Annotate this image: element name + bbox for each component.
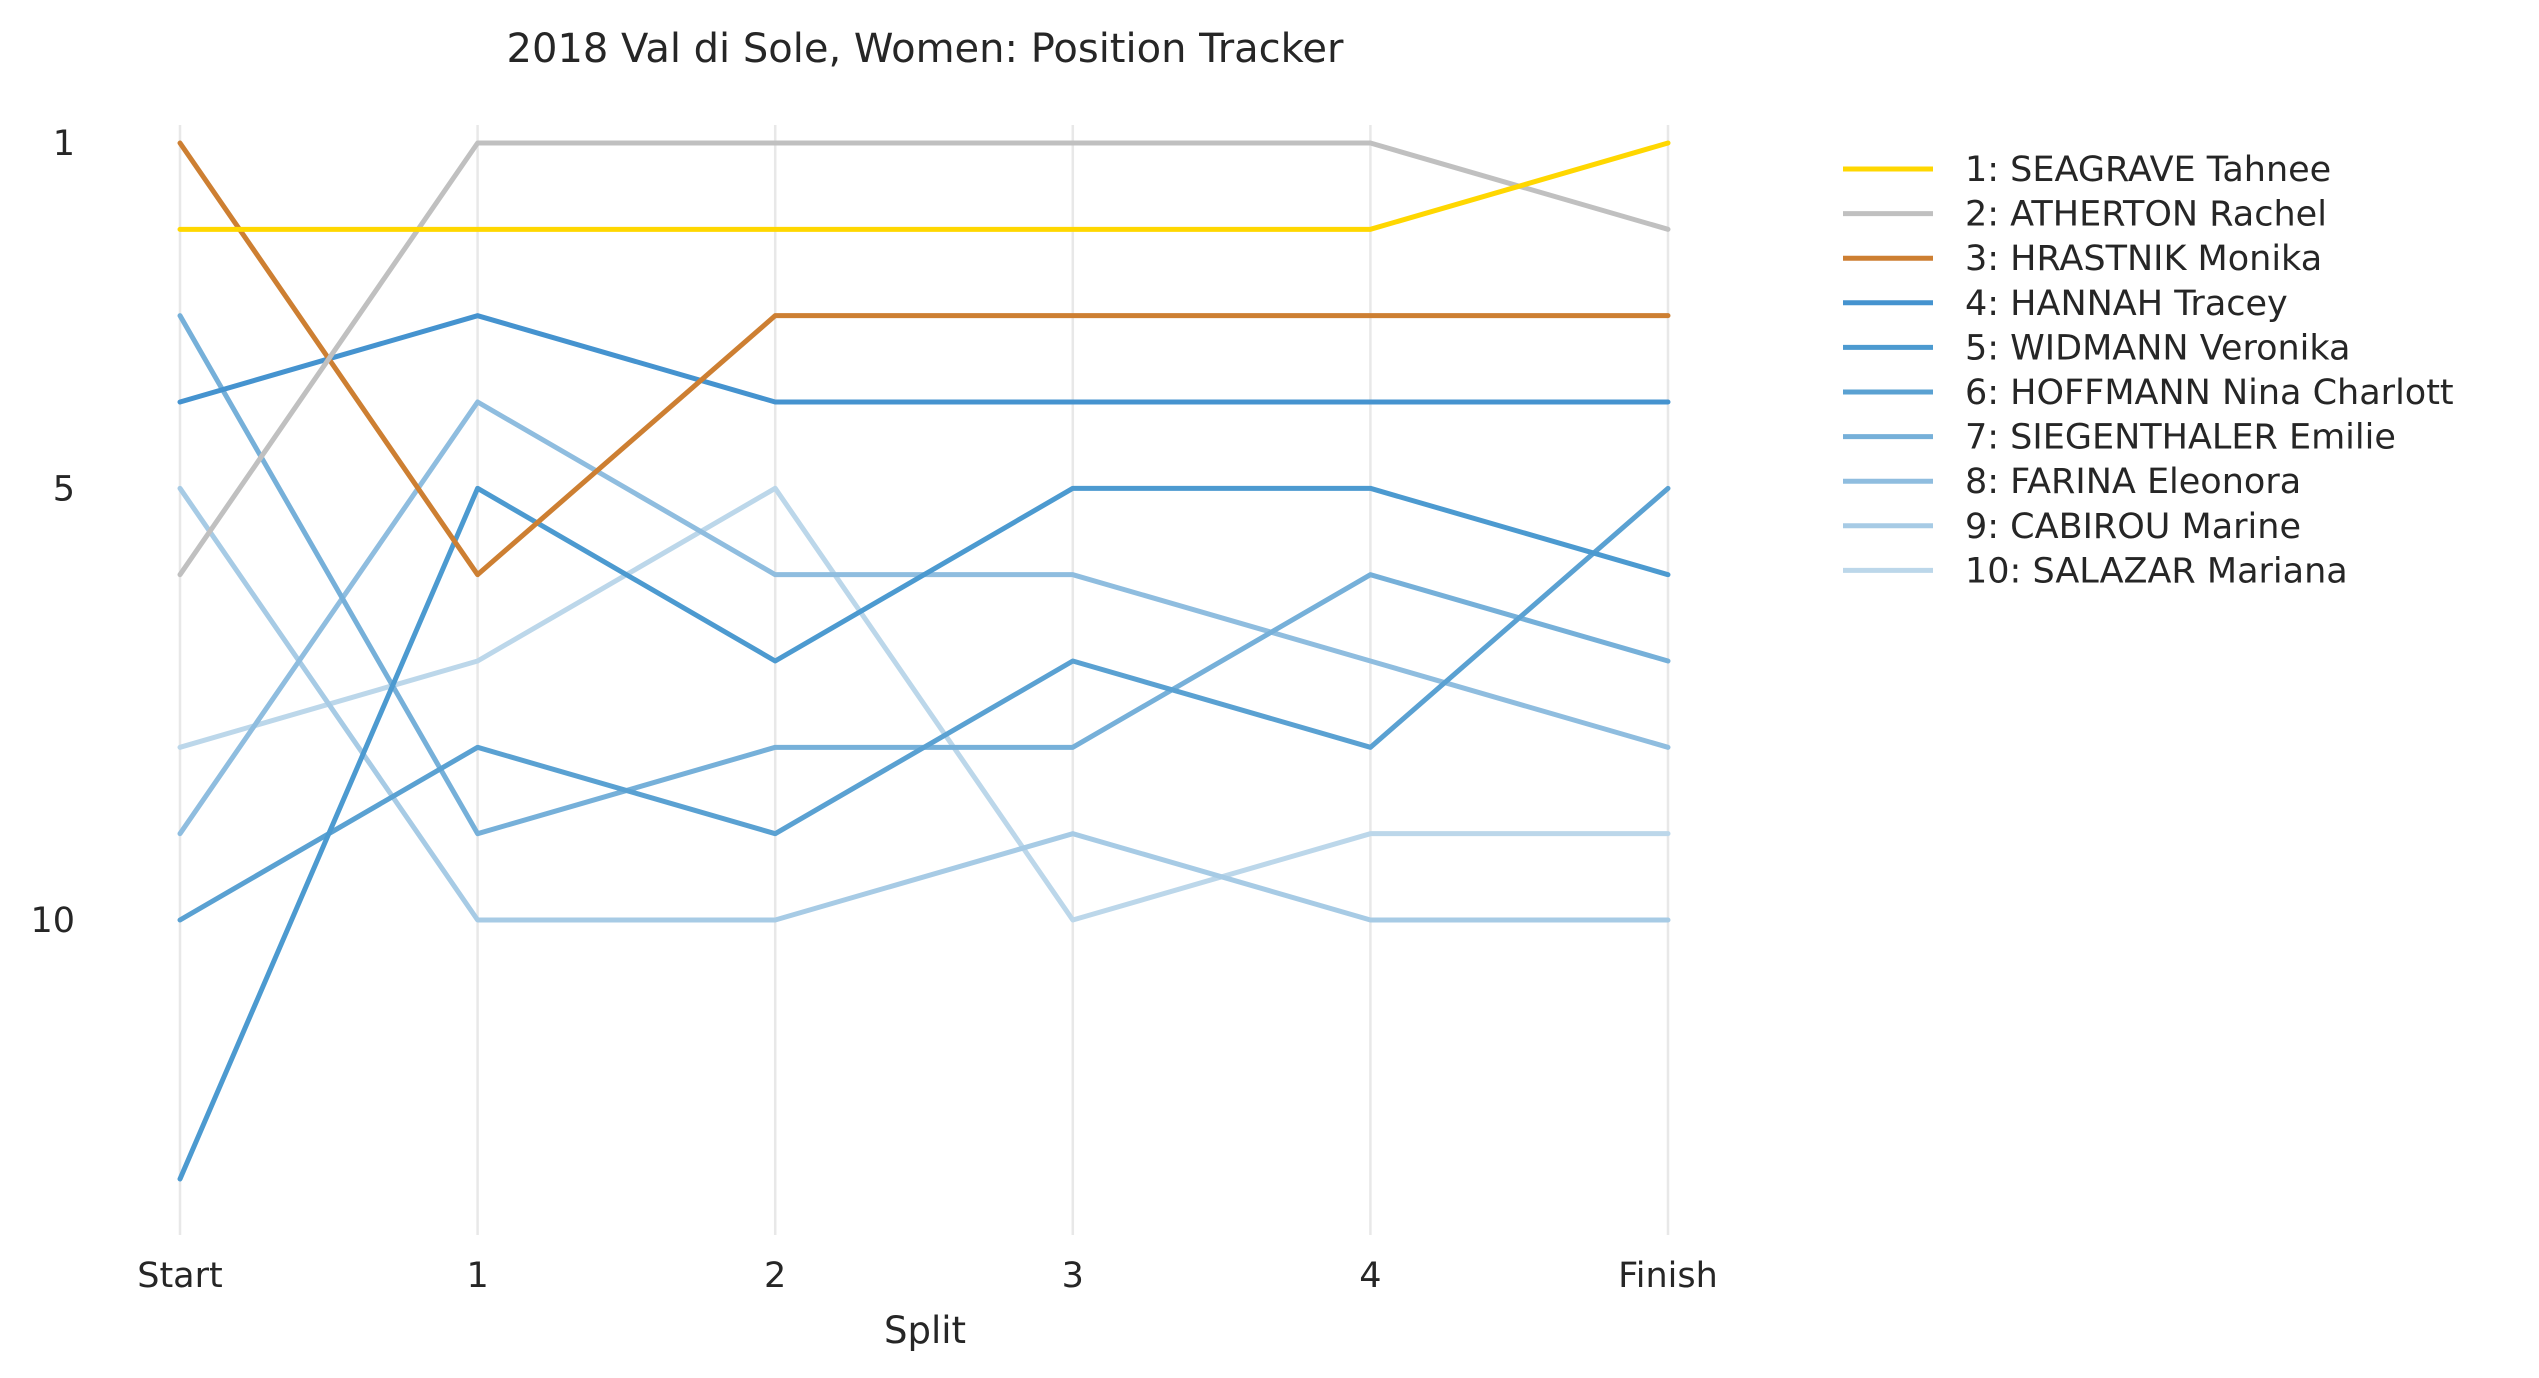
- chart-title: 2018 Val di Sole, Women: Position Tracke…: [507, 26, 1344, 72]
- legend-label-7: 7: SIEGENTHALER Emilie: [1965, 418, 2396, 458]
- series-line-3: [177, 140, 1671, 578]
- series-line-5: [177, 485, 1671, 1182]
- series-line-10: [177, 485, 1671, 923]
- x-tick-label: 2: [764, 1256, 786, 1296]
- legend-label-5: 5: WIDMANN Veronika: [1965, 328, 2351, 368]
- y-tick-label: 5: [53, 469, 75, 509]
- x-tick-labels: Start 1 2 3 4 Finish: [137, 1256, 1718, 1296]
- legend-label-6: 6: HOFFMANN Nina Charlott: [1965, 373, 2454, 413]
- series-layer: [177, 140, 1671, 1182]
- x-tick-label: Finish: [1618, 1256, 1718, 1296]
- legend-label-2: 2: ATHERTON Rachel: [1965, 195, 2327, 235]
- grid-layer: [178, 125, 1670, 1235]
- legend-label-4: 4: HANNAH Tracey: [1965, 284, 2288, 324]
- legend-label-9: 9: CABIROU Marine: [1965, 507, 2301, 547]
- legend-label-8: 8: FARINA Eleonora: [1965, 462, 2301, 502]
- y-tick-label: 10: [30, 901, 75, 941]
- x-tick-label: 1: [466, 1256, 488, 1296]
- legend-label-10: 10: SALAZAR Mariana: [1965, 551, 2348, 591]
- x-tick-label: Start: [137, 1256, 223, 1296]
- series-line-9: [177, 485, 1671, 923]
- legend-label-3: 3: HRASTNIK Monika: [1965, 239, 2322, 279]
- y-tick-label: 1: [53, 124, 75, 164]
- x-axis-title: Split: [884, 1309, 966, 1352]
- series-line-1: [177, 140, 1671, 232]
- x-tick-label: 3: [1062, 1256, 1084, 1296]
- series-line-4: [177, 313, 1671, 405]
- legend-label-1: 1: SEAGRAVE Tahnee: [1965, 150, 2331, 190]
- series-line-2: [177, 140, 1671, 578]
- x-tick-label: 4: [1359, 1256, 1381, 1296]
- series-line-6: [177, 485, 1671, 923]
